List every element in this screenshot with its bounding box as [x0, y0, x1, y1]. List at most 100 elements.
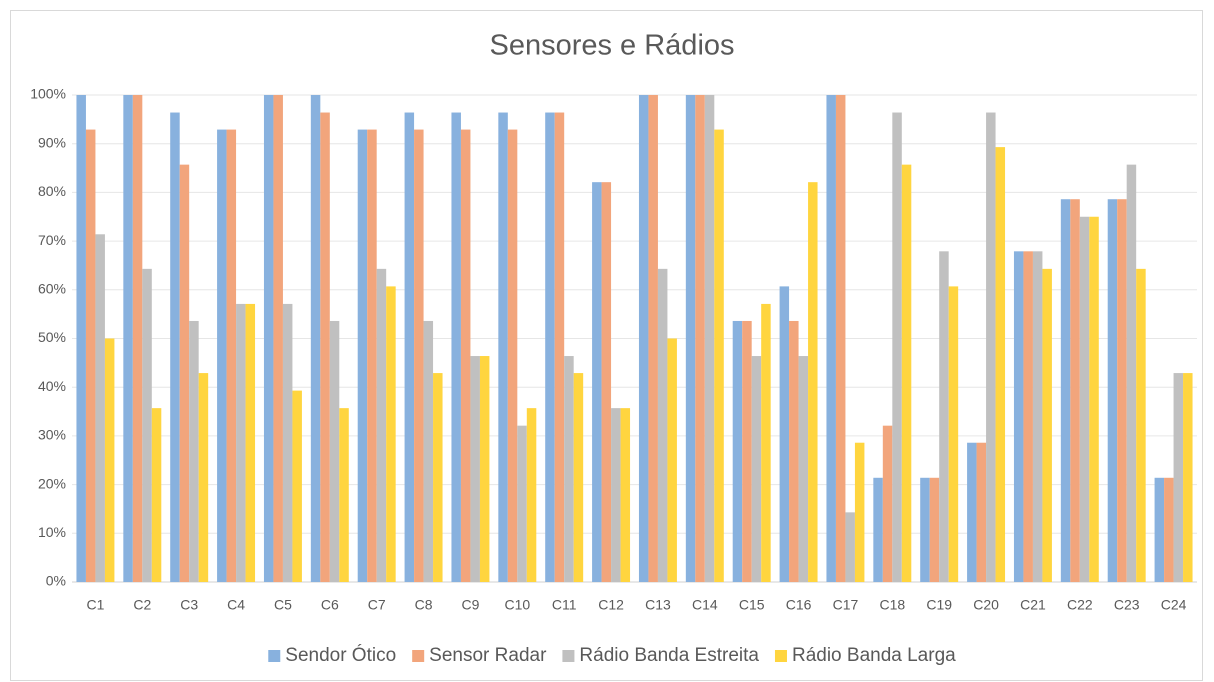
x-tick-label: C6 [321, 597, 339, 613]
bar [95, 234, 105, 583]
y-tick-label: 0% [46, 573, 66, 589]
y-tick-label: 20% [38, 475, 66, 491]
bar [414, 129, 424, 582]
bar [939, 251, 949, 582]
bar [789, 320, 799, 582]
bar [245, 303, 256, 582]
bar [1089, 216, 1099, 582]
x-tick-label: C13 [645, 597, 671, 613]
legend-label: Rádio Banda Larga [792, 645, 956, 666]
x-tick-label: C3 [180, 597, 198, 613]
x-tick-label: C4 [227, 597, 245, 613]
bar [517, 425, 527, 582]
x-tick-label: C14 [692, 597, 718, 613]
bar [292, 390, 302, 582]
bar [986, 112, 996, 583]
bar [263, 95, 274, 582]
bar [920, 477, 930, 582]
bar [714, 129, 724, 582]
bar [892, 112, 902, 583]
y-tick-label: 10% [38, 524, 66, 540]
bar [76, 95, 86, 582]
x-tick-label: C23 [1114, 597, 1140, 613]
bar [1042, 268, 1052, 582]
bar [808, 182, 818, 582]
bar [798, 356, 809, 582]
bar [339, 408, 349, 582]
x-tick-label: C18 [879, 597, 905, 613]
bar [929, 477, 940, 582]
bar [1154, 477, 1165, 582]
bar [1126, 164, 1137, 583]
bar [732, 320, 743, 582]
bar [835, 95, 846, 582]
bar [854, 442, 865, 582]
bar [545, 112, 555, 583]
bar [123, 95, 133, 582]
bar [320, 112, 330, 583]
y-tick-label: 30% [38, 427, 66, 443]
x-tick-label: C17 [833, 597, 859, 613]
legend-label: Sensor Radar [429, 645, 547, 666]
bar [132, 95, 143, 582]
bar [685, 95, 696, 582]
legend-swatch [268, 650, 281, 662]
bar [526, 408, 537, 582]
x-tick-label: C5 [274, 597, 292, 613]
bar [104, 338, 115, 582]
bar [226, 129, 237, 582]
x-tick-label: C16 [786, 597, 812, 613]
x-tick-label: C10 [504, 597, 530, 613]
bar [873, 477, 883, 582]
x-tick-label: C7 [368, 597, 386, 613]
bar [751, 356, 762, 582]
chart-title: Sensores e Rádios [489, 30, 734, 62]
y-tick-label: 40% [38, 378, 66, 394]
bar [1117, 199, 1127, 582]
x-tick-label: C24 [1161, 597, 1187, 613]
bar [976, 442, 987, 582]
bar [882, 425, 893, 582]
x-tick-label: C15 [739, 597, 765, 613]
bar [704, 95, 715, 582]
y-tick-label: 90% [38, 134, 66, 150]
legend-label: Sendor Ótico [285, 644, 396, 666]
x-tick-label: C22 [1067, 597, 1093, 613]
legend-swatch [774, 650, 787, 662]
x-tick-label: C9 [461, 597, 479, 613]
x-tick-label: C2 [133, 597, 151, 613]
bar [1164, 477, 1174, 582]
bar [564, 356, 574, 582]
bar [657, 268, 668, 582]
x-tick-label: C21 [1020, 597, 1046, 613]
bar [611, 408, 621, 582]
bar [170, 112, 180, 583]
x-tick-label: C8 [415, 597, 433, 613]
bar [357, 129, 368, 582]
bar [573, 373, 584, 582]
bar [189, 320, 199, 582]
bar [638, 95, 649, 582]
x-tick-label: C12 [598, 597, 624, 613]
bar [554, 112, 565, 583]
x-tick-label: C20 [973, 597, 999, 613]
bar [967, 442, 977, 582]
bar [1013, 251, 1024, 582]
bar [826, 95, 836, 582]
y-tick-label: 50% [38, 329, 66, 345]
y-tick-label: 60% [38, 281, 66, 297]
bar [310, 95, 321, 582]
legend-swatch [412, 650, 425, 662]
bar [620, 408, 631, 582]
y-tick-label: 80% [38, 183, 66, 199]
bar [236, 303, 246, 582]
bar [742, 320, 752, 582]
bar [479, 356, 490, 582]
bar [1183, 373, 1193, 582]
legend-swatch [562, 650, 575, 662]
bar [845, 512, 855, 582]
bar [85, 129, 96, 582]
x-tick-label: C19 [926, 597, 952, 613]
bar [282, 303, 293, 582]
bar [761, 303, 771, 582]
